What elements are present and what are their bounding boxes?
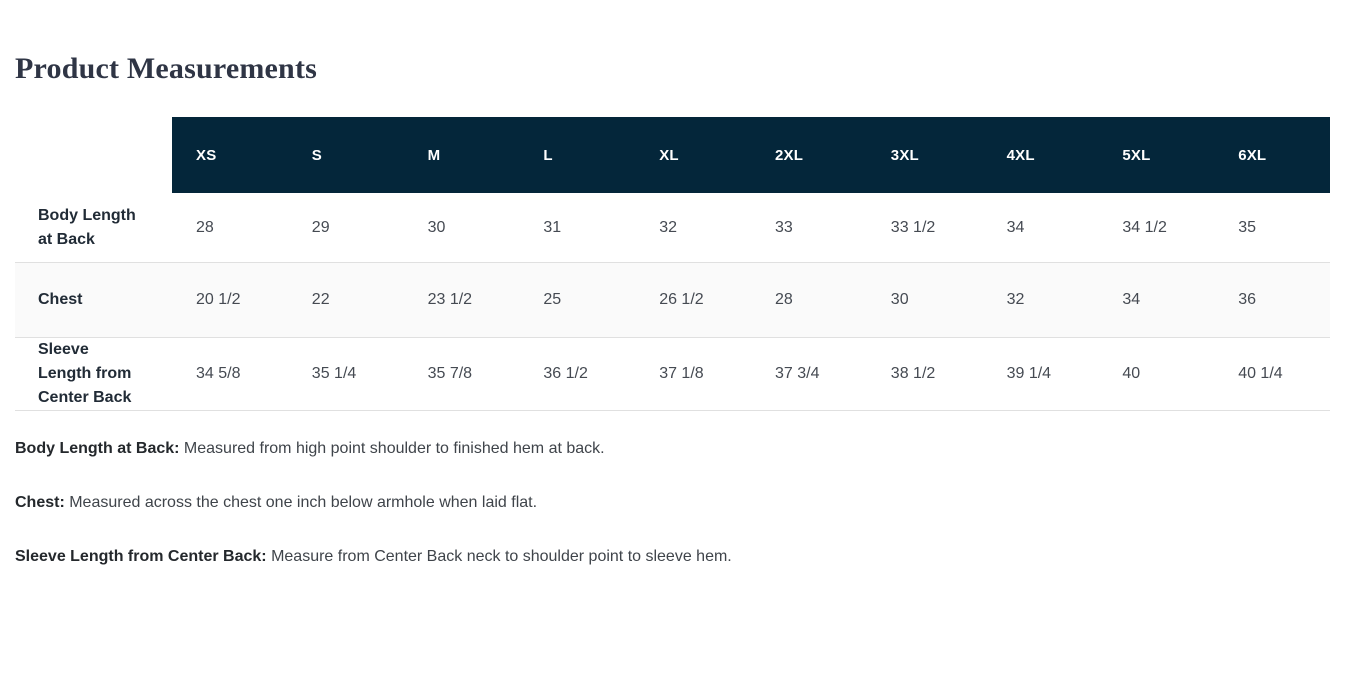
- table-row-sleeve-length: Sleeve Length from Center Back 34 5/8 35…: [15, 338, 1330, 411]
- size-column-header-xs: XS: [172, 117, 288, 193]
- cell-value: 25: [543, 291, 562, 308]
- row-label: Sleeve Length from Center Back: [15, 338, 145, 410]
- row-label: Chest: [15, 288, 145, 312]
- row-label-text: Chest: [38, 291, 83, 308]
- size-column-header-6xl: 6XL: [1214, 117, 1330, 193]
- definition-sleeve-length: Sleeve Length from Center Back: Measure …: [15, 546, 1346, 568]
- cell-value: 37 3/4: [775, 365, 820, 382]
- cell-value: 37 1/8: [659, 365, 704, 382]
- row-label: Body Length at Back: [15, 204, 145, 252]
- cell-value: 34: [1122, 291, 1141, 308]
- cell-value: 35: [1238, 218, 1256, 236]
- definition-term: Body Length at Back:: [15, 440, 180, 457]
- page-title: Product Measurements: [15, 52, 318, 85]
- cell-value: 34 1/2: [1122, 218, 1167, 236]
- measurement-definitions: Body Length at Back: Measured from high …: [15, 438, 1346, 568]
- row-label-text: Body Length at Back: [38, 206, 136, 248]
- size-column-header-3xl: 3XL: [866, 117, 983, 193]
- cell-value: 33 1/2: [890, 218, 936, 236]
- definition-text: Measured from high point shoulder to fin…: [179, 440, 605, 457]
- definition-body-length: Body Length at Back: Measured from high …: [15, 438, 1346, 460]
- definition-chest: Chest: Measured across the chest one inc…: [15, 492, 1346, 514]
- cell-value: 40: [1122, 365, 1141, 382]
- cell-value: 23 1/2: [427, 291, 473, 308]
- size-chart-table: XS S M L XL 2XL 3XL 4XL 5XL 6XL Body Len…: [15, 117, 1330, 411]
- definition-term: Chest:: [15, 494, 65, 511]
- cell-value: 32: [1006, 291, 1025, 308]
- cell-value: 22: [311, 291, 330, 308]
- cell-value: 28: [196, 218, 214, 236]
- size-column-header-2xl: 2XL: [751, 117, 867, 193]
- size-column-header-m: M: [403, 117, 520, 193]
- header-corner-cell: [15, 117, 172, 193]
- size-column-header-l: L: [519, 117, 636, 193]
- cell-value: 40 1/4: [1238, 365, 1283, 382]
- product-measurements-section: Product Measurements XS S M L XL 2XL 3XL…: [0, 52, 1346, 568]
- cell-value: 39 1/4: [1006, 365, 1052, 382]
- cell-value: 28: [775, 291, 793, 308]
- cell-value: 20 1/2: [196, 291, 241, 308]
- cell-value: 34: [1006, 218, 1025, 236]
- size-column-header-xl: XL: [635, 117, 751, 193]
- cell-value: 36 1/2: [543, 365, 588, 382]
- cell-value: 30: [890, 291, 909, 308]
- table-row-body-length: Body Length at Back 28 29 30 31 32 33 33…: [15, 193, 1330, 263]
- cell-value: 29: [311, 218, 330, 236]
- cell-value: 26 1/2: [659, 291, 704, 308]
- cell-value: 33: [775, 218, 793, 236]
- cell-value: 38 1/2: [890, 365, 936, 382]
- size-column-header-5xl: 5XL: [1098, 117, 1215, 193]
- size-column-header-4xl: 4XL: [982, 117, 1099, 193]
- cell-value: 32: [659, 218, 677, 236]
- definition-text: Measure from Center Back neck to shoulde…: [266, 548, 732, 565]
- cell-value: 35 7/8: [427, 365, 473, 382]
- definition-text: Measured across the chest one inch below…: [64, 494, 538, 511]
- size-chart-header-row: XS S M L XL 2XL 3XL 4XL 5XL 6XL: [15, 117, 1330, 193]
- row-label-text: Sleeve Length from Center Back: [38, 341, 132, 406]
- cell-value: 35 1/4: [311, 365, 357, 382]
- cell-value: 30: [427, 218, 446, 236]
- cell-value: 34 5/8: [196, 365, 241, 382]
- table-row-chest: Chest 20 1/2 22 23 1/2 25 26 1/2 28 30 3…: [15, 263, 1330, 338]
- definition-term: Sleeve Length from Center Back:: [15, 548, 267, 565]
- size-column-header-s: S: [287, 117, 404, 193]
- cell-value: 36: [1238, 291, 1256, 308]
- cell-value: 31: [543, 218, 562, 236]
